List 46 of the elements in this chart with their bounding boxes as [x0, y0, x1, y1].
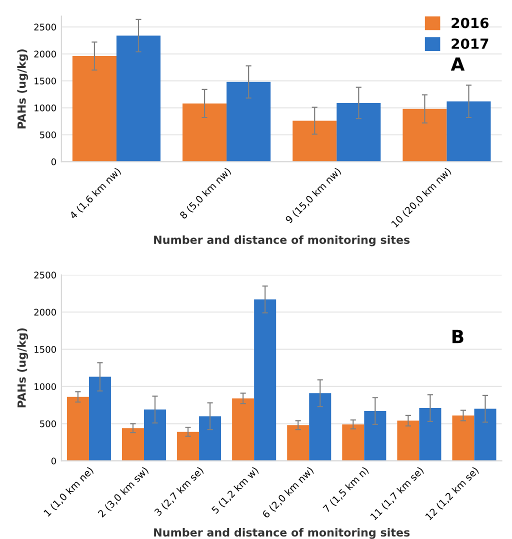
bar: [402, 108, 447, 162]
y-tick-label: 500: [40, 131, 56, 138]
bar: [446, 101, 491, 162]
bar: [474, 408, 496, 461]
bar: [232, 398, 254, 461]
bar: [88, 376, 111, 461]
y-tick-label: 2500: [34, 24, 56, 31]
x-axis-title: Number and distance of monitoring sites: [154, 235, 410, 246]
bar: [254, 299, 276, 461]
y-tick-label: 1500: [34, 346, 56, 353]
bar: [452, 415, 474, 461]
bar: [122, 428, 144, 461]
bar: [292, 120, 337, 162]
x-tick-label: 6 (2,0 km nw): [262, 466, 315, 520]
y-tick-label: 1000: [34, 383, 56, 390]
bar: [419, 408, 442, 461]
y-axis-title: PAHs (ug/kg): [17, 49, 28, 128]
bar: [342, 424, 364, 461]
y-tick-label: 2500: [34, 272, 56, 278]
bar: [116, 36, 161, 162]
bar: [182, 103, 227, 162]
y-tick-label: 500: [40, 420, 56, 428]
annotation: B: [452, 330, 464, 344]
bar: [397, 420, 420, 461]
bar: [199, 416, 222, 461]
y-tick-label: 0: [51, 458, 56, 464]
y-tick-label: 2000: [34, 308, 56, 316]
x-tick-label: 1 (1,0 km ne): [43, 466, 94, 518]
y-tick-label: 2000: [34, 50, 56, 58]
y-tick-label: 1500: [34, 78, 56, 84]
bar: [144, 410, 166, 461]
annotation: A: [450, 57, 465, 71]
bar: [287, 425, 310, 461]
bar: [177, 432, 200, 461]
bar: [66, 396, 89, 461]
bar: [364, 411, 386, 461]
y-axis-title: PAHs (ug/kg): [17, 328, 28, 408]
bar: [309, 393, 332, 461]
legend-label: 2016: [452, 18, 489, 28]
y-tick-label: 0: [51, 158, 56, 166]
legend-label: 2017: [452, 38, 488, 49]
bar: [336, 102, 381, 162]
bar: [226, 82, 271, 162]
y-tick-label: 1000: [34, 104, 56, 112]
bar: [72, 56, 116, 162]
x-axis-title: Number and distance of monitoring sites: [154, 528, 410, 539]
